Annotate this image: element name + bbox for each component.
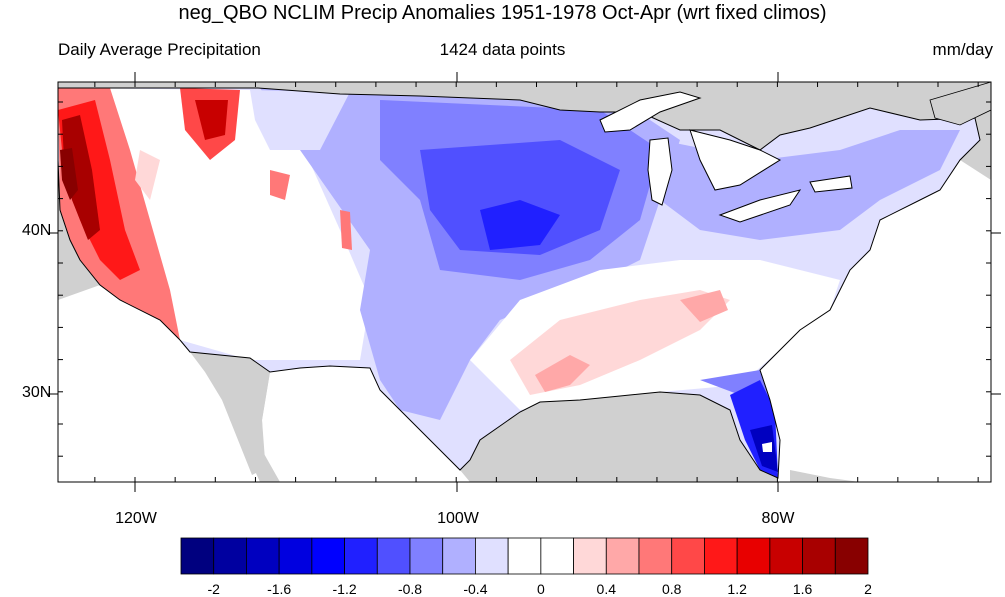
- colorbar-swatch: [376, 537, 411, 575]
- colorbar-label: -0.8: [397, 581, 423, 597]
- colorbar-swatch: [344, 537, 378, 575]
- florida-lake-okeechobee: [762, 442, 772, 452]
- lon-label-120w: 120W: [115, 510, 157, 527]
- great-lakes: [599, 91, 853, 223]
- colorbar-swatch: [278, 537, 313, 575]
- colorbar-label: -2: [207, 581, 220, 597]
- colorbar-swatch: [213, 537, 247, 575]
- lake-michigan: [647, 137, 673, 206]
- colorbar-swatch: [802, 537, 836, 575]
- bahamas: [800, 440, 812, 460]
- lake-superior: [599, 91, 702, 133]
- colorbar-swatch: [573, 537, 607, 575]
- colorbar-swatch: [605, 537, 640, 575]
- baja-california: [190, 352, 262, 475]
- colorbar-swatch: [540, 537, 574, 575]
- lat-label-30n: 30N: [22, 384, 52, 401]
- colorbar-label: 0: [536, 581, 545, 597]
- axis-ticks: [48, 72, 1001, 492]
- colorbar-label: -0.4: [463, 581, 488, 597]
- ocean-atlantic: [760, 160, 991, 482]
- lake-erie: [718, 189, 802, 223]
- colorbar-swatch: [736, 537, 771, 575]
- ocean-pacific: [58, 285, 260, 482]
- us-outline: [58, 87, 981, 479]
- colorbar-swatch: [769, 537, 803, 575]
- colorbar-swatch: [311, 537, 345, 575]
- map-title: neg_QBO NCLIM Precip Anomalies 1951-1978…: [178, 2, 827, 24]
- colorbar-swatch: [442, 537, 476, 575]
- colorbar-label: 1.2: [727, 581, 747, 597]
- colorbar-label: 2: [864, 581, 872, 597]
- colorbar-swatch: [638, 537, 673, 575]
- map-frame: [57, 81, 992, 483]
- lake-ontario: [809, 175, 853, 193]
- colorbar-swatch: [475, 537, 509, 575]
- colorbar-swatch: [409, 537, 444, 575]
- lon-label-80w: 80W: [761, 510, 795, 527]
- colorbar-label: 0.8: [661, 581, 682, 597]
- cuba-island: [790, 470, 860, 482]
- colorbar-swatch: [704, 537, 738, 575]
- canada-east-land: [929, 82, 991, 126]
- colorbar-swatch: [671, 537, 705, 575]
- ocean-gulf-of-mexico: [262, 366, 470, 482]
- colorbar-label: -1.2: [332, 581, 357, 597]
- colorbar-label: 1.6: [792, 581, 813, 597]
- colorbar-swatch: [507, 537, 542, 575]
- data-points-label: 1424 data points: [439, 40, 566, 59]
- mexico-mainland: [215, 352, 280, 482]
- lat-label-40n: 40N: [22, 222, 52, 239]
- colorbar-label: -1.6: [267, 581, 292, 597]
- colorbar: [180, 537, 869, 575]
- colorbar-swatch: [246, 537, 280, 575]
- colorbar-label: 0.4: [596, 581, 617, 597]
- lon-label-100w: 100W: [437, 510, 479, 527]
- colorbar-swatch: [180, 537, 215, 575]
- units-label: mm/day: [932, 40, 993, 59]
- lake-huron: [689, 129, 782, 191]
- variable-label: Daily Average Precipitation: [58, 40, 261, 59]
- colorbar-swatch: [834, 537, 869, 575]
